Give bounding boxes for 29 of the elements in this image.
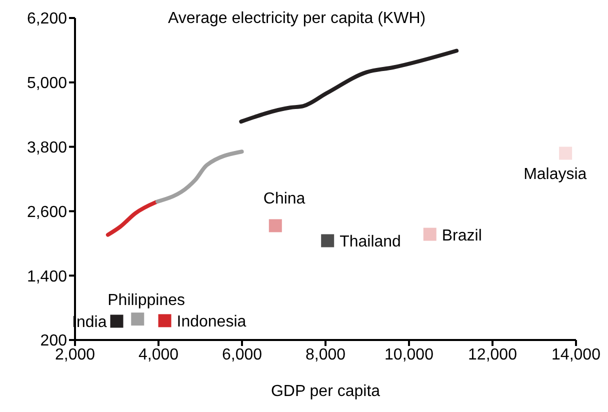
x-tick-label: 4,000 bbox=[138, 346, 179, 364]
point bbox=[321, 234, 334, 248]
point bbox=[131, 312, 144, 326]
line-series bbox=[239, 48, 459, 124]
point bbox=[110, 314, 124, 328]
series-label: Philippines bbox=[108, 292, 186, 310]
series-label: Thailand bbox=[340, 234, 401, 251]
x-axis-title: GDP per capita bbox=[270, 383, 380, 400]
y-tick-label: 5,000 bbox=[26, 75, 68, 92]
point bbox=[268, 219, 282, 232]
y-tick-label: 6,200 bbox=[26, 10, 68, 28]
series-label: China bbox=[263, 190, 306, 208]
y-tick-label: 1,400 bbox=[26, 268, 68, 286]
y-tick-label: 2,600 bbox=[26, 204, 68, 221]
chart-title: Average electricity per capita (KWH) bbox=[168, 10, 426, 28]
point bbox=[559, 146, 572, 160]
series-label: Indonesia bbox=[176, 314, 246, 331]
line-series bbox=[106, 200, 158, 237]
y-tick-label: 3,800 bbox=[26, 139, 68, 156]
series-label: Malaysia bbox=[524, 166, 587, 184]
point bbox=[423, 228, 436, 241]
x-tick-label: 10,000 bbox=[384, 346, 434, 364]
series-label: Brazil bbox=[442, 227, 482, 244]
point bbox=[158, 314, 172, 328]
x-tick-label: 8,000 bbox=[305, 346, 346, 364]
x-tick-label: 6,000 bbox=[222, 346, 262, 364]
x-tick-label: 12,000 bbox=[468, 346, 518, 364]
line-series bbox=[156, 150, 244, 204]
x-tick-label: 14,000 bbox=[552, 346, 601, 364]
